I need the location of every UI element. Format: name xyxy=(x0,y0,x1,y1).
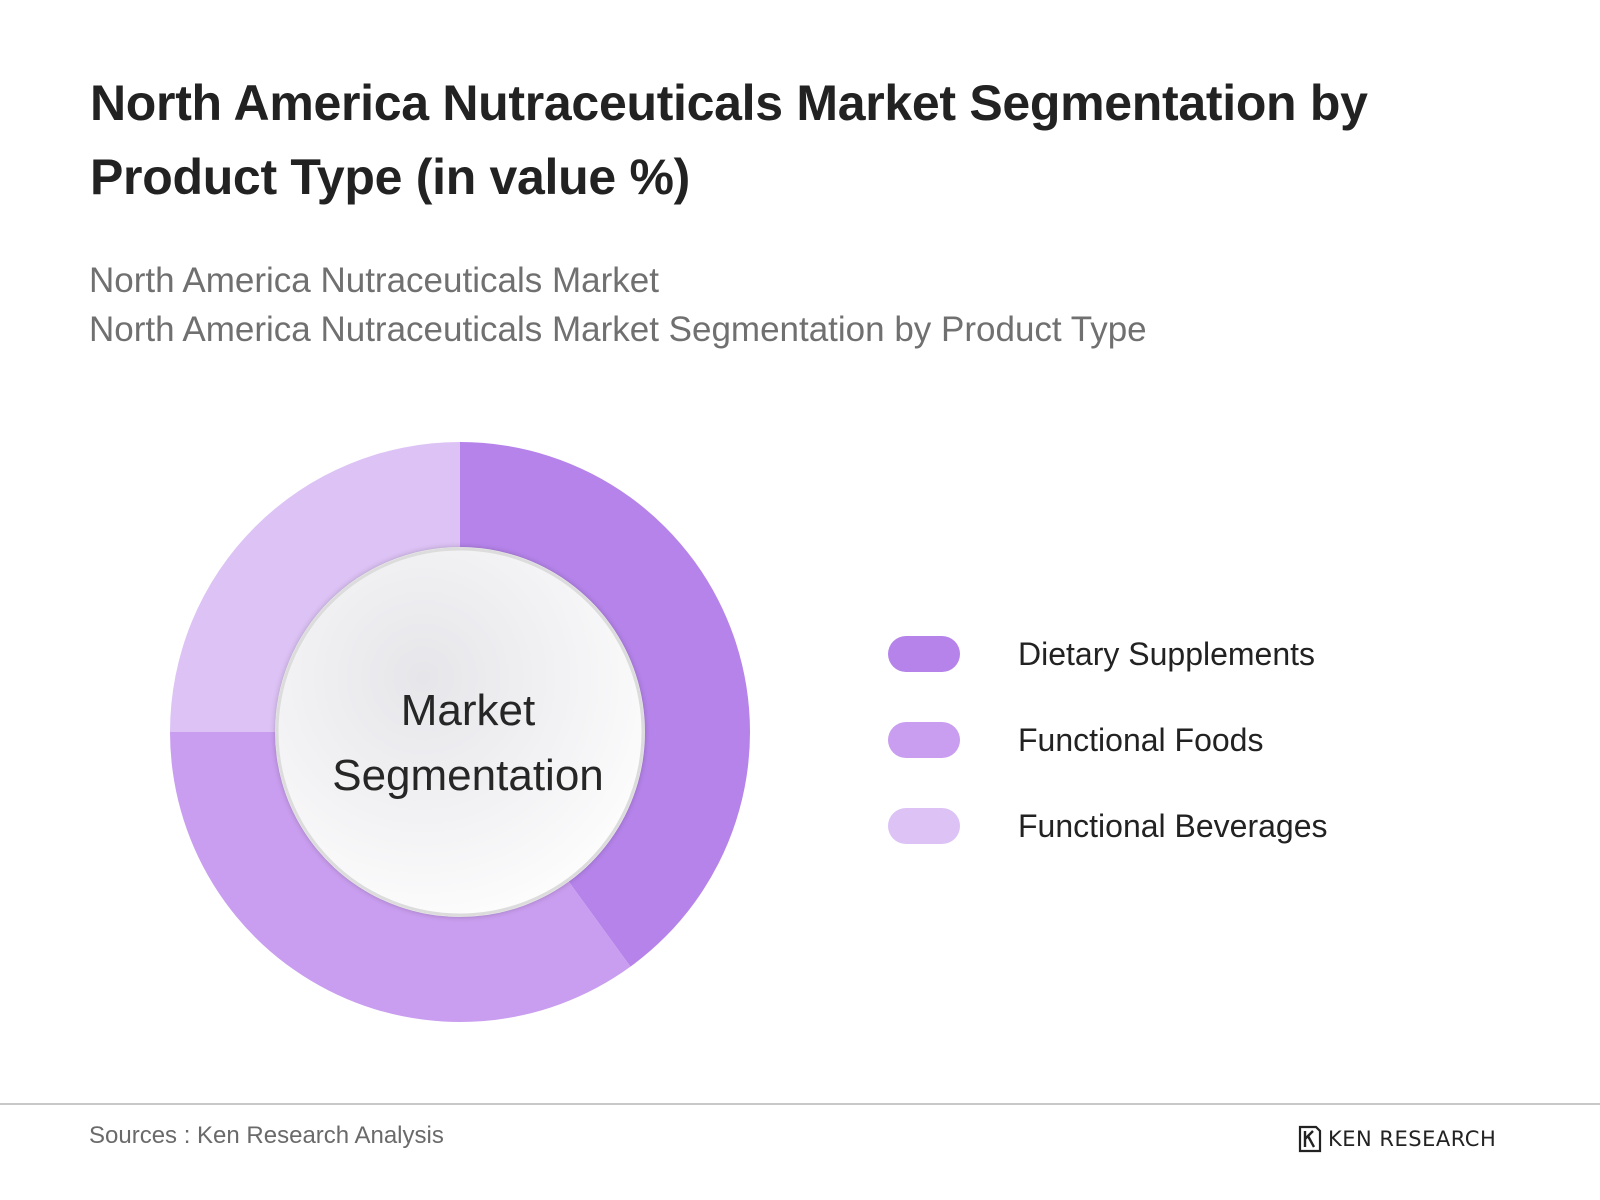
donut-center-label: Market Segmentation xyxy=(278,678,658,808)
chart-subtitles: North America Nutraceuticals Market Nort… xyxy=(89,256,1147,354)
legend-swatch xyxy=(888,722,960,758)
center-label-line-1: Market xyxy=(400,686,536,735)
legend-label: Functional Foods xyxy=(1018,722,1264,758)
legend-swatch xyxy=(888,636,960,672)
legend-swatch xyxy=(888,808,960,844)
subtitle-line-1: North America Nutraceuticals Market xyxy=(89,261,659,300)
donut-center-disc xyxy=(275,547,645,917)
sources-note: Sources : Ken Research Analysis xyxy=(89,1122,444,1149)
donut-chart xyxy=(170,442,751,1023)
footer-divider xyxy=(0,1103,1600,1105)
ken-research-logo: KEN RESEARCH xyxy=(1298,1124,1496,1154)
chart-title: North America Nutraceuticals Market Segm… xyxy=(90,75,1368,205)
slice-functional-beverages xyxy=(170,442,460,732)
subtitle-line-2: North America Nutraceuticals Market Segm… xyxy=(89,310,1147,349)
center-label-line-2: Segmentation xyxy=(332,751,604,800)
legend-label: Dietary Supplements xyxy=(1018,636,1316,672)
ken-research-logo-icon xyxy=(1298,1125,1322,1153)
legend-label: Functional Beverages xyxy=(1018,808,1328,844)
donut-slices xyxy=(170,442,751,1023)
slice-dietary-supplements xyxy=(460,442,751,967)
logo-text: KEN RESEARCH xyxy=(1328,1127,1497,1151)
slice-functional-foods xyxy=(170,732,631,1023)
